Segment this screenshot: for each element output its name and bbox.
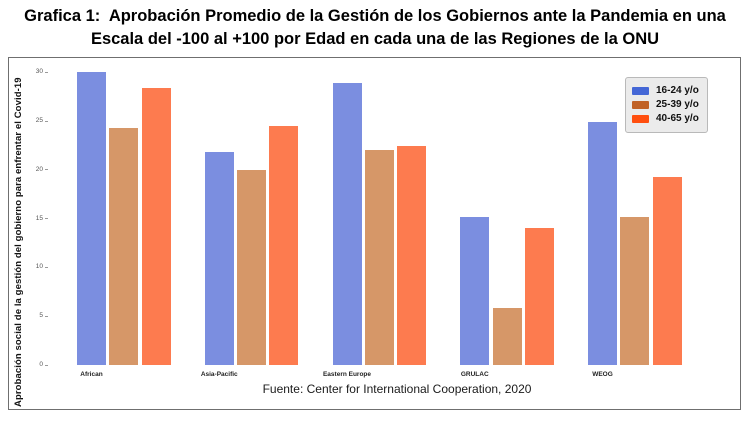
legend-swatch-16-24-y-o [632, 87, 649, 95]
y-tick-25: 25 [17, 117, 48, 125]
y-tick-label: 0 [39, 361, 43, 368]
bar-40-65-y-o-eastern-europe [397, 146, 427, 365]
bar-25-39-y-o-asia-pacific [237, 169, 267, 365]
y-tick-label: 5 [39, 312, 43, 320]
x-category-label-asia-pacific: Asia-Pacific [200, 371, 238, 378]
y-tick-20: 20 [17, 166, 48, 174]
bar-25-39-y-o-african [109, 127, 139, 365]
y-tick-30: 30 [17, 68, 48, 76]
y-tick-10: 10 [17, 263, 48, 271]
chart-title-line1: Grafica 1: Aprobación Promedio de la Ges… [24, 7, 726, 25]
bar-25-39-y-o-grulac [492, 308, 522, 365]
legend-label: 25-39 y/o [656, 99, 699, 110]
y-tick-mark [45, 364, 48, 366]
y-tick-mark [45, 120, 48, 122]
bar-16-24-y-o-eastern-europe [332, 82, 362, 365]
y-tick-label: 30 [35, 68, 43, 76]
source-note: Fuente: Center for International Coopera… [262, 382, 532, 396]
legend-item-40-65-y-o: 40-65 y/o [632, 113, 699, 125]
legend-swatch-40-65-y-o [632, 115, 649, 123]
x-category-label-african: African [80, 371, 103, 378]
x-category-label-eastern-europe: Eastern Europe [322, 371, 372, 378]
y-axis-label: Aprobación social de la gestión del gobi… [13, 77, 24, 407]
legend-label: 40-65 y/o [656, 113, 699, 124]
y-tick-label: 10 [35, 263, 43, 271]
bar-40-65-y-o-asia-pacific [269, 125, 299, 365]
chart-title: Grafica 1: Aprobación Promedio de la Ges… [0, 5, 750, 51]
legend: 16-24 y/o 25-39 y/o 40-65 y/o [625, 77, 708, 133]
bar-40-65-y-o-weog [652, 176, 682, 365]
bar-40-65-y-o-african [141, 87, 171, 365]
bar-16-24-y-o-african [77, 72, 106, 365]
y-tick-mark [45, 266, 48, 268]
y-tick-mark [45, 218, 48, 220]
legend-item-25-39-y-o: 25-39 y/o [632, 99, 699, 111]
bar-40-65-y-o-grulac [524, 228, 554, 365]
bar-16-24-y-o-weog [588, 121, 617, 365]
bar-16-24-y-o-asia-pacific [204, 152, 234, 365]
chart-frame: Aprobación social de la gestión del gobi… [8, 57, 741, 410]
chart-title-line2: Escala del -100 al +100 por Edad en cada… [90, 30, 660, 48]
y-tick-15: 15 [17, 215, 48, 223]
legend-swatch-25-39-y-o [632, 101, 649, 109]
y-tick-label: 25 [35, 117, 43, 124]
legend-item-16-24-y-o: 16-24 y/o [632, 85, 699, 97]
legend-label: 16-24 y/o [656, 85, 699, 96]
bar-25-39-y-o-eastern-europe [364, 150, 394, 365]
y-tick-mark [45, 315, 48, 317]
bar-16-24-y-o-grulac [460, 216, 490, 365]
y-tick-5: 5 [17, 312, 48, 320]
y-tick-mark [45, 169, 48, 171]
x-category-label-grulac: GRULAC [460, 371, 489, 378]
y-tick-0: 0 [17, 361, 48, 369]
y-tick-label: 15 [35, 214, 43, 222]
bar-25-39-y-o-weog [620, 216, 650, 365]
x-category-label-weog: WEOG [592, 371, 613, 378]
y-tick-mark [45, 71, 48, 73]
y-tick-label: 20 [35, 165, 43, 173]
